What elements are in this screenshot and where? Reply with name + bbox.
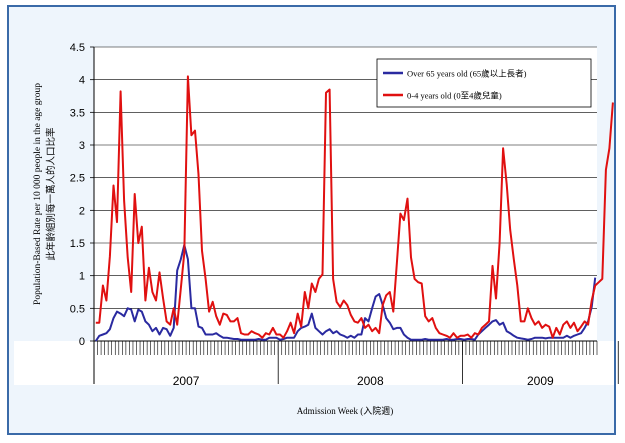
y-tick-label: 3: [79, 140, 85, 152]
y-tick-label: 0.5: [70, 303, 85, 315]
y-tick-label: 4: [79, 75, 85, 87]
y-axis-title: Population-Based Rate per 10 000 people …: [33, 83, 43, 305]
axis-band: [14, 341, 614, 385]
y-tick-label: 1: [79, 271, 85, 283]
year-label: 2008: [357, 374, 384, 388]
legend-label: 0-4 years old (0至4歲兒童): [407, 91, 502, 101]
legend-label: Over 65 years old (65歲以上長者): [407, 69, 527, 79]
x-axis-title: Admission Week (入院週): [297, 405, 394, 416]
series-line-0: [94, 244, 597, 342]
legend: Over 65 years old (65歲以上長者) 0-4 years old…: [376, 58, 592, 108]
year-label: 2009: [527, 374, 554, 388]
y-axis: 0 0.5 1 1.5 2 2.5 3 3.5 4 4.5: [70, 42, 95, 384]
y-axis-title-chinese: 此年齡組別每一萬人的人口比率: [45, 127, 57, 261]
y-tick-label: 0: [79, 336, 85, 348]
series-lines: [94, 75, 614, 342]
legend-box: [376, 58, 592, 108]
y-tick-label: 1.5: [70, 238, 85, 250]
y-tick-label: 2: [79, 205, 85, 217]
y-tick-label: 3.5: [70, 107, 85, 119]
y-tick-label: 4.5: [70, 42, 85, 54]
y-tick-label: 2.5: [70, 173, 85, 185]
series-line-1: [95, 75, 614, 339]
x-axis: 2007 2008 2009: [93, 340, 619, 388]
year-label: 2007: [173, 374, 200, 388]
